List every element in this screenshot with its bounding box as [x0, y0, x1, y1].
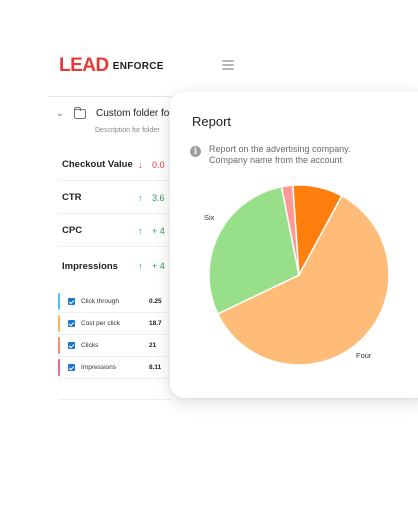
metric-name: Checkout Value [62, 159, 133, 170]
pie-slice[interactable] [280, 184, 300, 276]
check-label: Clicks [81, 342, 99, 349]
check-label: Click through [81, 298, 119, 305]
info-icon[interactable]: i [190, 146, 201, 157]
checkbox[interactable] [68, 364, 75, 371]
check-label: Impressions [81, 364, 117, 371]
list-item[interactable]: Clicks 21 [58, 335, 172, 357]
chevron-down-icon[interactable]: ⌄ [56, 108, 64, 118]
report-description: Report on the advertising company. Compa… [209, 144, 351, 165]
arrow-up-icon: ↑ [138, 261, 143, 271]
metric-value: + 4 [152, 225, 165, 236]
logo[interactable]: LEAD ENFORCE [59, 55, 164, 77]
logo-text: ENFORCE [112, 60, 164, 72]
checkbox[interactable] [68, 342, 75, 349]
check-value: 18.7 [149, 320, 162, 327]
folder-name: Custom folder for [96, 108, 173, 119]
metric-value: + 4 [152, 261, 165, 271]
series-color-bar [58, 359, 60, 376]
metric-name: CPC [62, 225, 83, 236]
check-value: 0.25 [149, 298, 162, 305]
pie-chart: Four Six [204, 184, 390, 366]
report-title: Report [192, 114, 232, 129]
series-color-bar [58, 315, 60, 332]
divider [48, 96, 172, 97]
metric-name: Impressions [62, 260, 118, 272]
pie-slice-label: Four [356, 351, 372, 360]
metric-value: 3.6 [152, 192, 165, 203]
arrow-down-icon: ↓ [138, 159, 143, 170]
pie-slice[interactable] [208, 185, 300, 315]
folder-description: Description for folder [95, 127, 160, 134]
check-value: 21 [149, 342, 157, 349]
series-color-bar [58, 337, 60, 354]
folder-icon [74, 106, 86, 119]
series-color-bar [58, 293, 60, 310]
metric-value: 0.0 [152, 159, 165, 170]
checkbox-list: Click through 0.25 Cost per click 18.7 C… [58, 291, 172, 379]
pie-slice[interactable] [216, 194, 390, 366]
metric-row[interactable]: Checkout Value ↓ 0.0 [58, 149, 172, 181]
menu-icon[interactable] [222, 60, 234, 70]
pie-slice-label: Six [204, 213, 215, 222]
metric-row[interactable]: CTR ↑ 3.6 [58, 182, 172, 214]
arrow-up-icon: ↑ [138, 225, 143, 236]
metric-row[interactable]: CPC ↑ + 4 [58, 215, 172, 247]
metric-name: CTR [62, 192, 82, 203]
metric-row[interactable]: Impressions ↑ + 4 [58, 249, 172, 283]
list-item[interactable]: Cost per click 18.7 [58, 313, 172, 335]
check-label: Cost per click [81, 320, 121, 327]
folder-row[interactable]: ⌄ Custom folder for [56, 106, 173, 119]
divider [58, 399, 172, 400]
list-item[interactable]: Click through 0.25 [58, 291, 172, 313]
report-card: Report i Report on the advertising compa… [170, 92, 418, 398]
check-value: 8.11 [149, 364, 162, 371]
list-item[interactable]: Impressions 8.11 [58, 357, 172, 379]
checkbox[interactable] [68, 298, 75, 305]
checkbox[interactable] [68, 320, 75, 327]
logo-mark: LEAD [59, 55, 109, 76]
arrow-up-icon: ↑ [138, 192, 143, 203]
